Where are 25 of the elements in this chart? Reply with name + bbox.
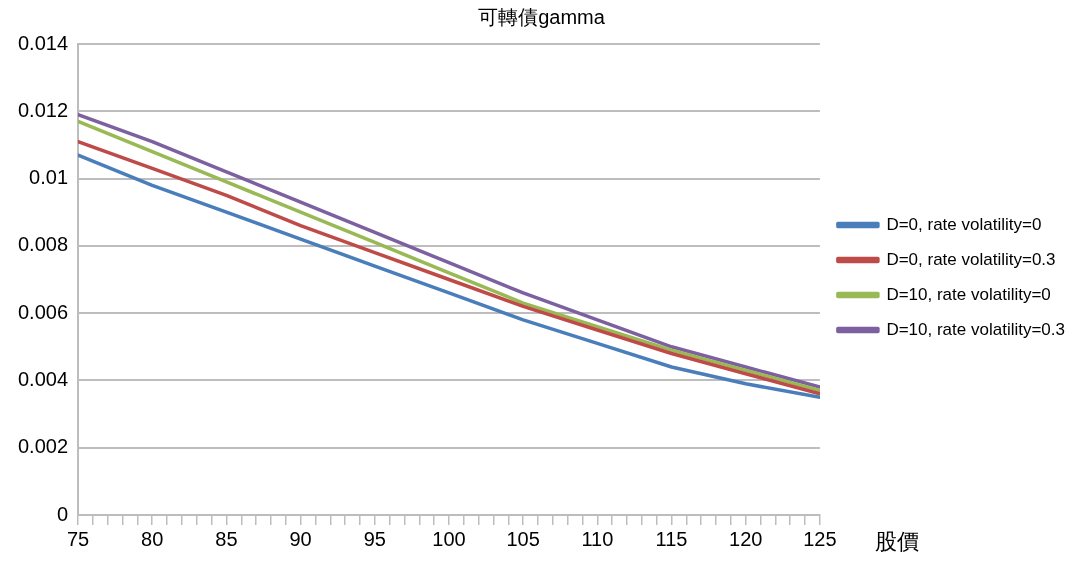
x-tick-label: 120: [729, 527, 763, 550]
y-tick-label: 0.012: [17, 98, 69, 121]
legend-label: D=10, rate volatility=0.3: [886, 319, 1066, 339]
y-tick-label: 0.01: [29, 166, 69, 189]
x-tick-label: 90: [289, 527, 312, 550]
chart-title: 可轉債gamma: [478, 5, 606, 28]
x-tick-label: 125: [803, 527, 837, 550]
legend-label: D=10, rate volatility=0: [886, 284, 1051, 304]
x-tick-label: 95: [363, 527, 386, 550]
x-tick-label: 105: [506, 527, 540, 550]
y-tick-label: 0.014: [17, 31, 69, 54]
x-tick-label: 75: [66, 527, 90, 550]
legend-label: D=0, rate volatility=0: [886, 214, 1042, 234]
legend-label: D=0, rate volatility=0.3: [886, 249, 1056, 269]
x-tick-label: 115: [655, 527, 688, 550]
y-tick-label: 0.006: [17, 300, 69, 323]
x-tick-label: 80: [141, 527, 164, 550]
y-tick-label: 0.008: [17, 233, 69, 256]
x-axis-title: 股價: [874, 529, 919, 555]
y-tick-label: 0: [56, 502, 69, 525]
x-tick-label: 85: [215, 527, 238, 550]
x-tick-label: 110: [581, 527, 614, 550]
x-tick-label: 100: [432, 527, 466, 550]
y-tick-label: 0.002: [17, 435, 69, 458]
y-tick-label: 0.004: [17, 367, 69, 390]
